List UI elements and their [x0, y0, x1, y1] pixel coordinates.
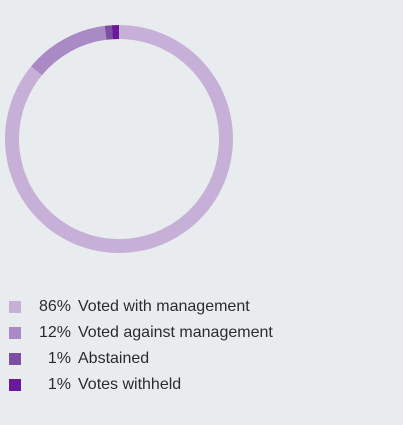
legend-label: Voted against management [78, 324, 273, 341]
slice-withheld [111, 25, 119, 40]
slice-against-management [31, 25, 107, 76]
legend-value: 86% [38, 298, 71, 315]
donut-chart [4, 25, 233, 253]
legend-label: Votes withheld [78, 376, 182, 393]
legend-value: 1% [47, 376, 71, 393]
legend-item-with-management: 86% Voted with management [9, 294, 273, 320]
legend-item-withheld: 1% Votes withheld [9, 372, 273, 398]
legend-item-abstained: 1% Abstained [9, 346, 273, 372]
chart-legend: 86% Voted with management 12% Voted agai… [9, 294, 273, 398]
legend-label: Voted with management [78, 298, 250, 315]
legend-swatch [9, 327, 21, 339]
legend-value: 12% [38, 324, 71, 341]
legend-label: Abstained [78, 350, 150, 367]
legend-swatch [9, 353, 21, 365]
legend-value: 1% [47, 350, 71, 367]
slice-abstained [104, 25, 113, 40]
legend-swatch [9, 301, 21, 313]
legend-item-against-management: 12% Voted against management [9, 320, 273, 346]
legend-swatch [9, 379, 21, 391]
